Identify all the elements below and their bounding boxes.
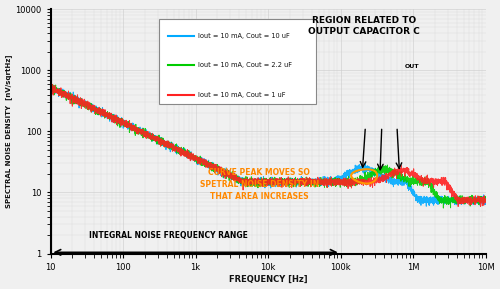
Text: INTEGRAL NOISE FREQUENCY RANGE: INTEGRAL NOISE FREQUENCY RANGE — [88, 231, 248, 240]
Text: REGION RELATED TO
OUTPUT CAPACITOR C: REGION RELATED TO OUTPUT CAPACITOR C — [308, 16, 420, 36]
FancyBboxPatch shape — [160, 19, 316, 104]
Text: Iout = 10 mA, Cout = 2.2 uF: Iout = 10 mA, Cout = 2.2 uF — [198, 62, 292, 68]
Text: Iout = 10 mA, Cout = 10 uF: Iout = 10 mA, Cout = 10 uF — [198, 33, 290, 39]
Text: CURVE PEAK MOVES SO
SPETRAL NOISE DENSITY IN
THAT AREA INCREASES: CURVE PEAK MOVES SO SPETRAL NOISE DENSIT… — [200, 168, 319, 201]
X-axis label: FREQUENCY [Hz]: FREQUENCY [Hz] — [228, 275, 308, 284]
Text: OUT: OUT — [405, 64, 419, 69]
Y-axis label: SPECTRAL NOISE DENSITY  [nV/sqrtHz]: SPECTRAL NOISE DENSITY [nV/sqrtHz] — [6, 55, 12, 208]
Text: Iout = 10 mA, Cout = 1 uF: Iout = 10 mA, Cout = 1 uF — [198, 92, 286, 98]
